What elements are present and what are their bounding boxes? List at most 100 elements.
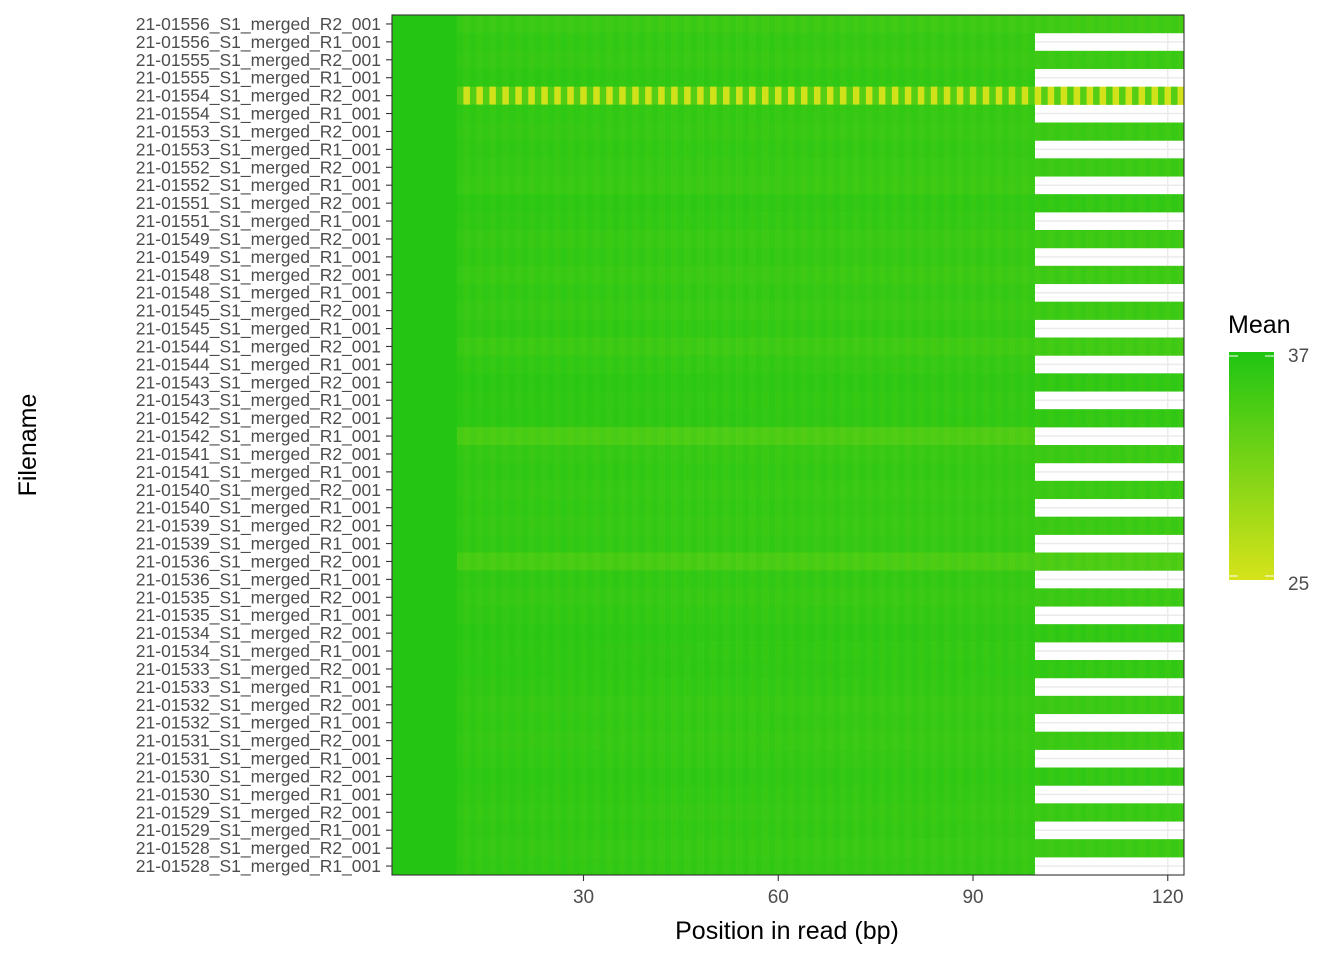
heatmap-cell	[417, 427, 425, 446]
heatmap-cell	[755, 337, 763, 356]
heatmap-cell	[606, 15, 614, 34]
heatmap-cell	[813, 677, 821, 697]
heatmap-cell	[872, 283, 880, 302]
heatmap-cell	[1073, 230, 1081, 249]
heatmap-cell	[580, 265, 588, 285]
heatmap-cell	[891, 606, 899, 625]
heatmap-cell	[956, 570, 964, 589]
heatmap-cell	[482, 86, 490, 105]
heatmap-cell	[742, 265, 750, 285]
heatmap-cell	[885, 50, 893, 70]
heatmap-cell	[580, 32, 588, 52]
heatmap-cell	[989, 480, 997, 500]
heatmap-cell	[775, 767, 782, 786]
heatmap-cell	[534, 445, 542, 464]
heatmap-cell	[580, 480, 588, 500]
heatmap-cell	[749, 230, 756, 249]
heatmap-cell	[839, 427, 847, 446]
heatmap-cell	[723, 32, 730, 52]
heatmap-cell	[1008, 50, 1016, 70]
heatmap-cell	[586, 427, 594, 446]
heatmap-cell	[885, 660, 893, 679]
heatmap-cell	[794, 86, 802, 105]
heatmap-cell	[612, 409, 620, 428]
heatmap-cell	[1112, 731, 1120, 750]
heatmap-cell	[937, 534, 945, 553]
heatmap-cell	[469, 785, 477, 804]
heatmap-cell	[898, 194, 906, 213]
heatmap-cell	[865, 68, 873, 87]
heatmap-cell	[716, 212, 724, 231]
heatmap-cell	[690, 660, 698, 679]
heatmap-cell	[710, 15, 717, 34]
heatmap-cell	[658, 283, 665, 302]
heatmap-cell	[878, 104, 886, 123]
heatmap-cell	[703, 337, 711, 356]
heatmap-cell	[742, 68, 750, 87]
heatmap-cell	[508, 32, 516, 52]
heatmap-cell	[638, 480, 646, 500]
heatmap-cell	[969, 337, 977, 356]
heatmap-cell	[508, 50, 516, 70]
heatmap-cell	[456, 301, 464, 320]
heatmap-cell	[392, 265, 399, 285]
heatmap-cell	[482, 660, 490, 679]
heatmap-cell	[430, 265, 438, 285]
heatmap-cell	[917, 427, 925, 446]
heatmap-cell	[768, 104, 776, 123]
heatmap-cell	[612, 803, 620, 822]
heatmap-cell	[768, 767, 776, 786]
heatmap-cell	[1112, 337, 1120, 356]
heatmap-cell	[495, 247, 503, 267]
heatmap-cell	[593, 695, 601, 715]
heatmap-cell	[963, 713, 971, 732]
heatmap-cell	[839, 283, 847, 302]
heatmap-cell	[839, 50, 847, 70]
heatmap-cell	[645, 588, 652, 607]
heatmap-cell	[1177, 265, 1185, 285]
heatmap-cell	[586, 480, 594, 500]
heatmap-cell	[710, 301, 717, 320]
heatmap-cell	[1112, 767, 1120, 786]
heatmap-cell	[846, 283, 854, 302]
heatmap-cell	[904, 713, 912, 732]
heatmap-cell	[651, 283, 659, 302]
heatmap-cell	[742, 212, 750, 231]
heatmap-cell	[839, 355, 847, 374]
heatmap-cell	[593, 265, 601, 285]
heatmap-cell	[995, 283, 1003, 302]
heatmap-cell	[956, 642, 964, 661]
heatmap-cell	[664, 373, 672, 392]
heatmap-cell	[950, 337, 958, 356]
heatmap-cell	[794, 749, 802, 768]
heatmap-cell	[710, 749, 717, 768]
heatmap-cell	[697, 86, 704, 105]
heatmap-cell	[956, 785, 964, 804]
heatmap-cell	[813, 462, 821, 482]
heatmap-cell	[469, 247, 477, 267]
heatmap-cell	[820, 570, 828, 589]
heatmap-cell	[632, 265, 639, 285]
heatmap-cell	[495, 158, 503, 177]
heatmap-cell	[392, 355, 399, 374]
heatmap-cell	[586, 677, 594, 697]
heatmap-cell	[989, 409, 997, 428]
heatmap-cell	[697, 230, 704, 249]
heatmap-cell	[560, 337, 568, 356]
heatmap-cell	[573, 391, 581, 410]
heatmap-cell	[911, 516, 919, 535]
heatmap-cell	[729, 373, 737, 392]
heatmap-cell	[424, 283, 432, 302]
heatmap-cell	[502, 391, 510, 410]
heatmap-cell	[515, 427, 523, 446]
heatmap-cell	[1028, 731, 1035, 750]
heatmap-cell	[930, 409, 938, 428]
heatmap-cell	[716, 767, 724, 786]
heatmap-cell	[898, 588, 906, 607]
heatmap-cell	[742, 462, 750, 482]
heatmap-cell	[839, 140, 847, 159]
heatmap-cell	[989, 660, 997, 679]
heatmap-cell	[671, 803, 678, 822]
heatmap-cell	[924, 337, 932, 356]
heatmap-cell	[924, 391, 932, 410]
